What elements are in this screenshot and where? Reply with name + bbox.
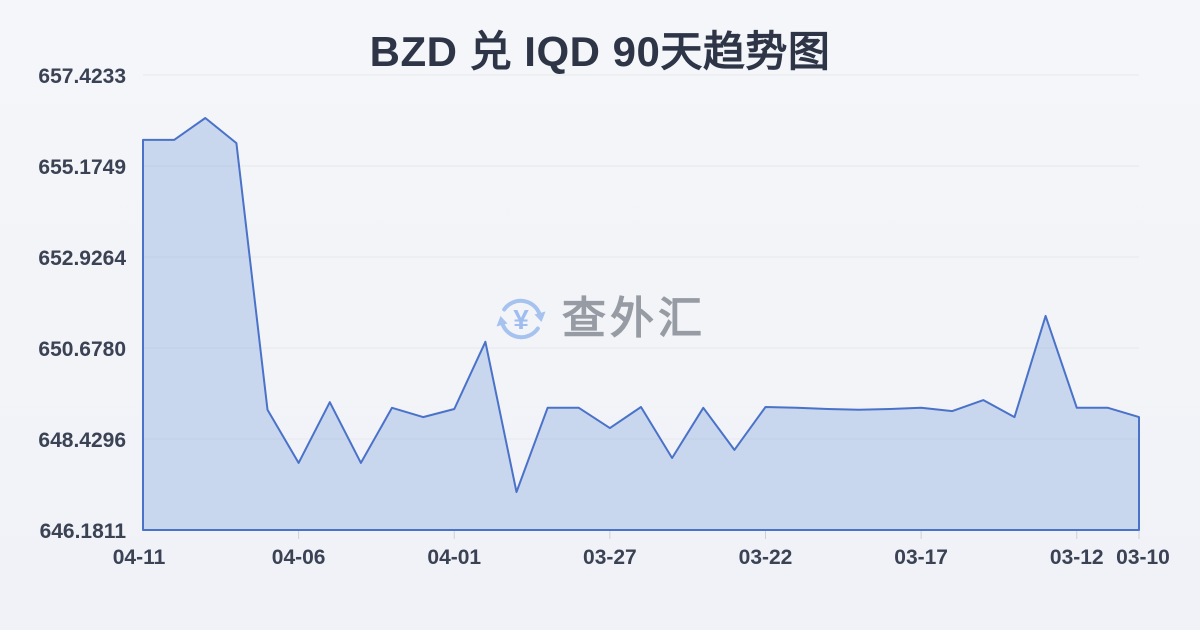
price-area-series — [142, 117, 1140, 531]
y-axis-label: 655.1749 — [38, 156, 126, 179]
x-axis-label: 03-27 — [583, 546, 637, 569]
y-axis-label: 652.9264 — [38, 247, 126, 270]
y-axis-label: 646.1811 — [40, 520, 127, 543]
y-axis-label: 657.4233 — [38, 65, 126, 88]
x-axis-label: 03-17 — [894, 546, 948, 569]
y-axis-label: 648.4296 — [38, 429, 126, 452]
x-axis-label: 04-11 — [113, 546, 166, 569]
x-axis-label: 03-10 — [1116, 546, 1170, 569]
x-axis-label: 04-06 — [272, 546, 326, 569]
y-axis-label: 650.6780 — [38, 338, 126, 361]
x-axis-label: 04-01 — [427, 546, 481, 569]
x-axis-label: 03-22 — [739, 546, 793, 569]
x-axis-label: 03-12 — [1050, 546, 1104, 569]
page-title: BZD 兑 IQD 90天趋势图 — [369, 28, 831, 75]
